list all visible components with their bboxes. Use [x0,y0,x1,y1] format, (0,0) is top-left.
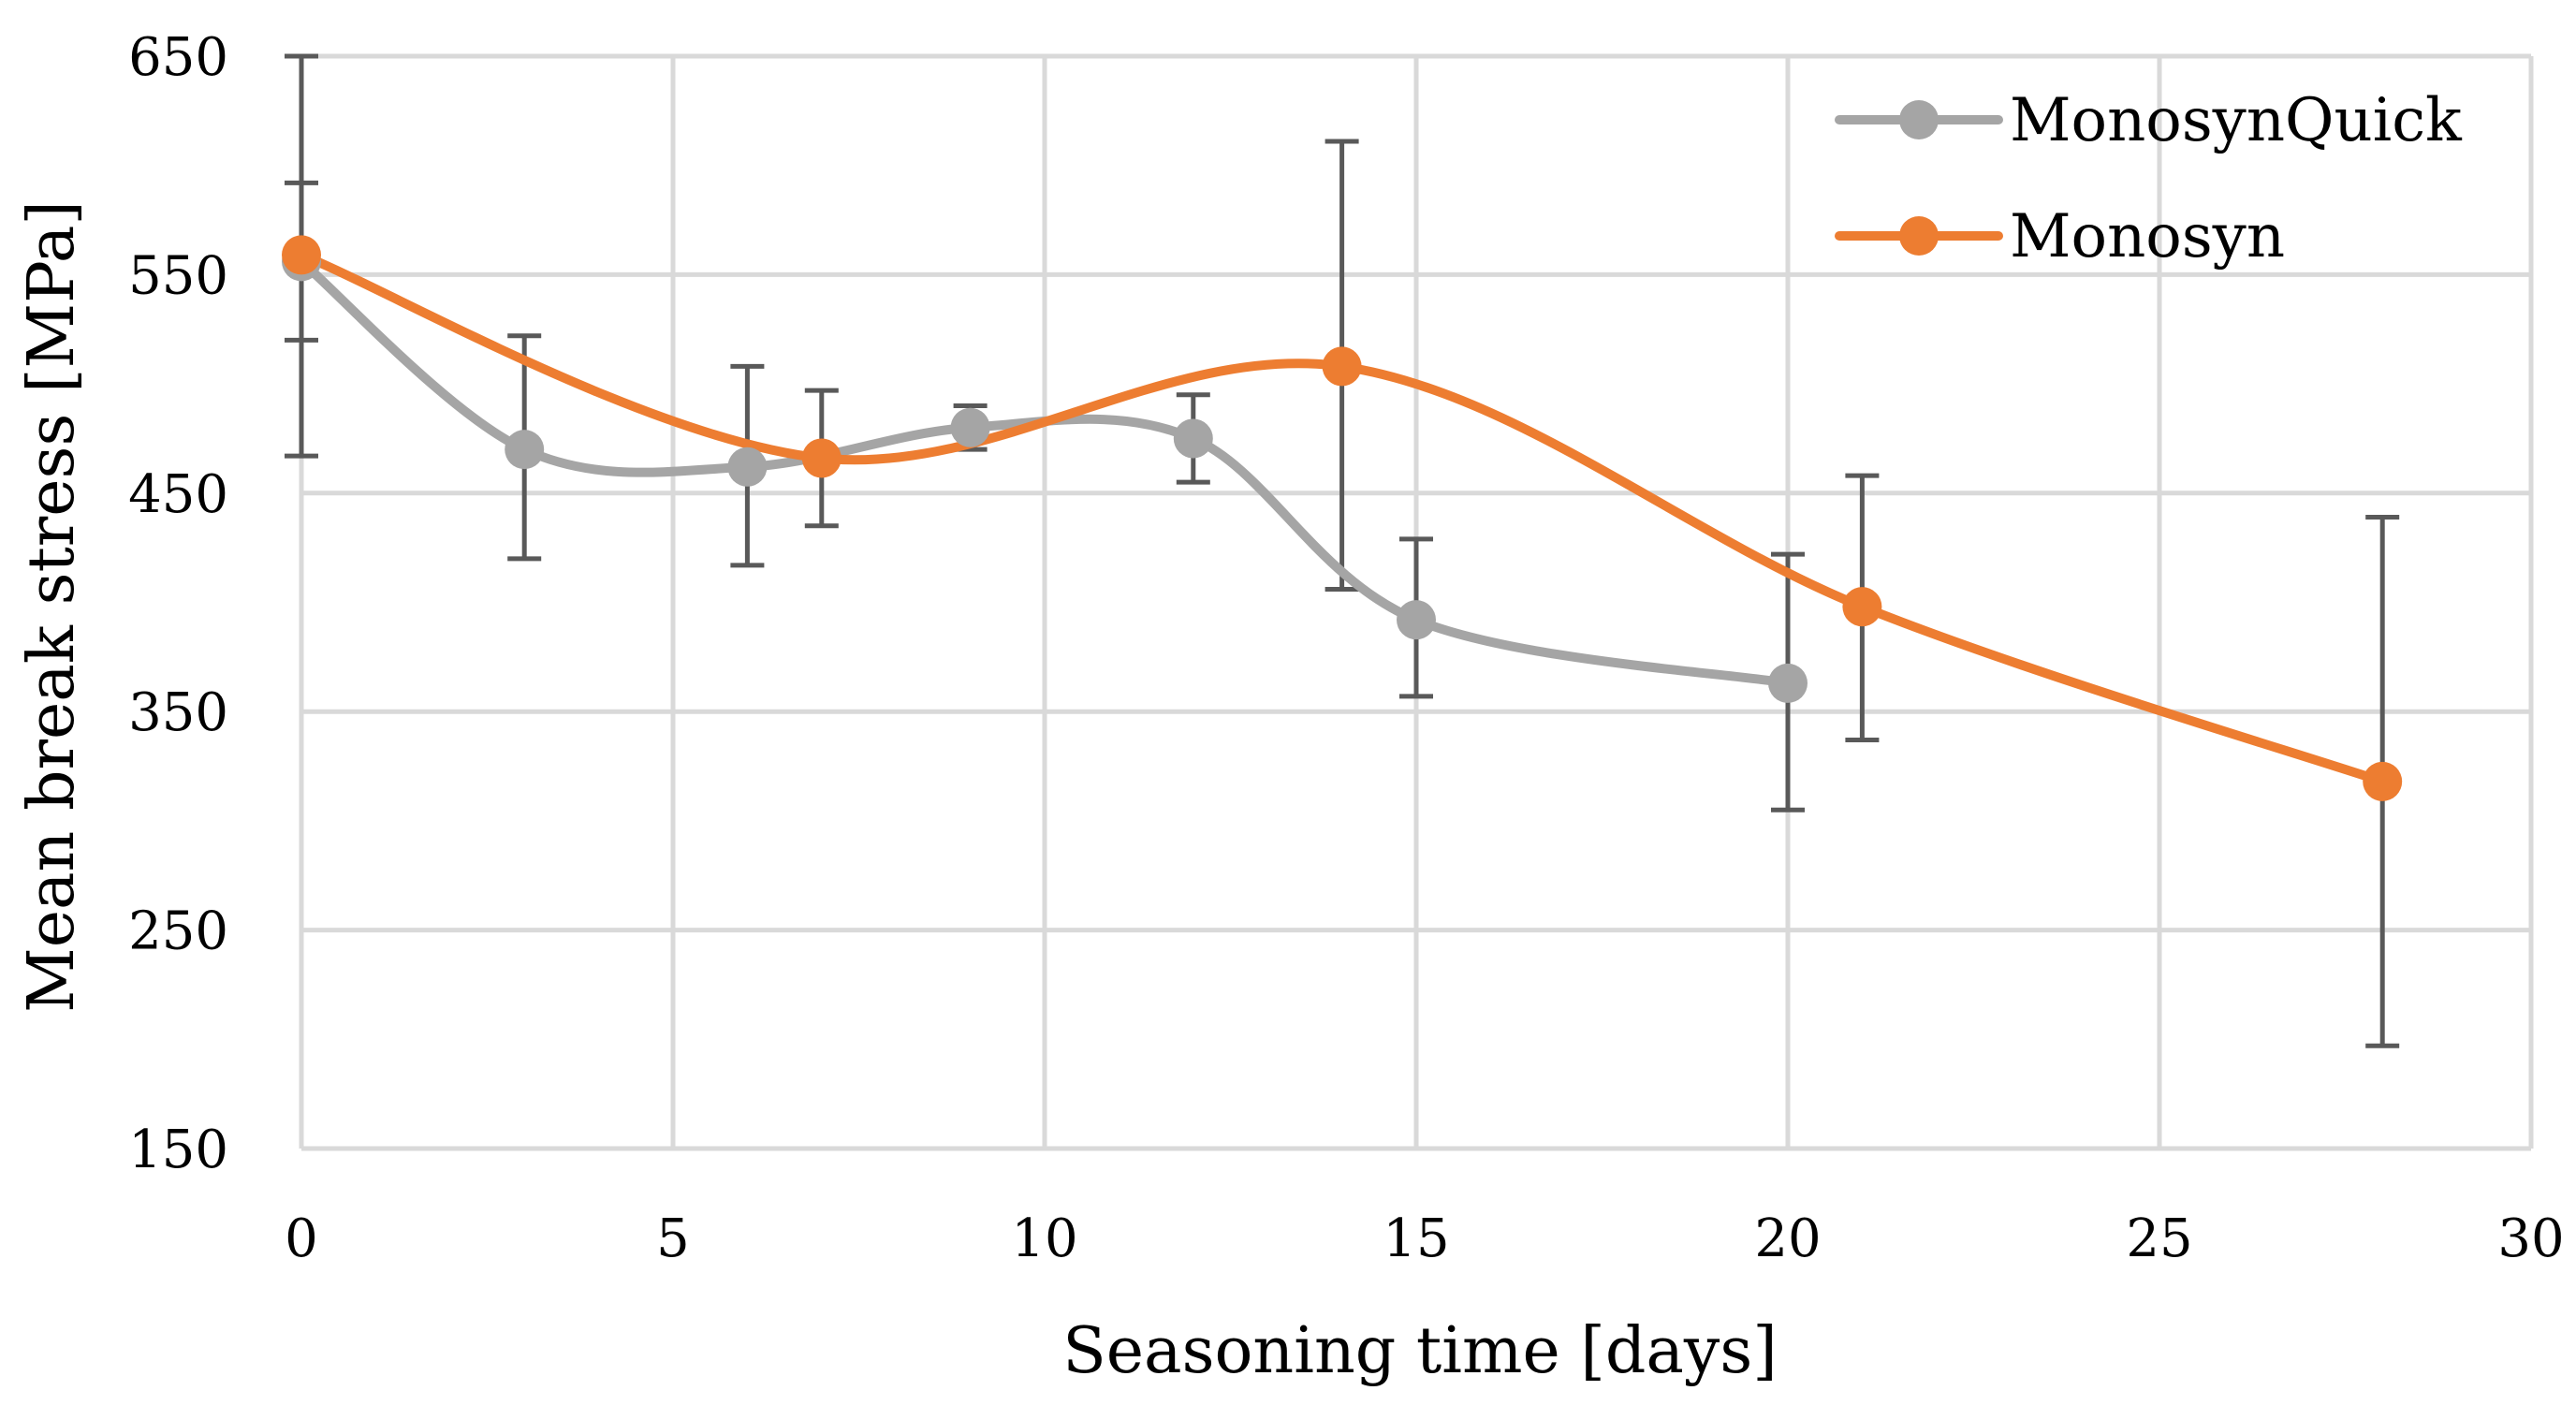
y-tick-label-450: 450 [128,464,228,525]
x-tick-label-0: 0 [285,1208,318,1269]
x-tick-label-10: 10 [1011,1208,1077,1269]
data-points [282,235,2403,801]
y-tick-label-150: 150 [128,1120,228,1180]
point-monosynquick-12 [1173,418,1213,459]
point-monosyn-0 [282,235,321,275]
point-monosynquick-9 [950,407,990,447]
x-tick-label-20: 20 [1754,1208,1821,1269]
x-axis-title: Seasoning time [days] [1062,1314,1778,1388]
legend-label: MonosynQuick [2010,86,2463,155]
x-tick-label-25: 25 [2126,1208,2192,1269]
point-monosyn-21 [1842,587,1882,627]
x-tick-labels: 0 5 10 15 20 25 30 [285,1208,2564,1269]
y-tick-label-650: 650 [128,27,228,88]
point-monosyn-28 [2363,761,2403,801]
y-tick-labels: 150 250 350 450 550 650 [128,27,228,1180]
y-axis-title: Mean break stress [MPa] [15,200,89,1013]
grid [301,53,2534,1149]
legend: MonosynQuick Monosyn [1835,86,2463,271]
point-monosyn-7 [801,438,842,478]
point-monosynquick-15 [1397,600,1436,640]
point-monosynquick-20 [1768,663,1808,703]
legend-swatch-marker [1899,100,1939,139]
legend-entry-monosynquick: MonosynQuick [1835,86,2463,155]
x-tick-label-15: 15 [1383,1208,1449,1269]
y-tick-label-550: 550 [128,245,228,306]
y-tick-label-350: 350 [128,682,228,743]
legend-label: Monosyn [2010,202,2285,271]
x-tick-label-30: 30 [2497,1208,2564,1269]
y-tick-label-250: 250 [128,901,228,962]
legend-swatch-marker [1899,216,1939,256]
point-monosynquick-6 [727,446,768,487]
point-monosyn-14 [1322,346,1362,387]
x-tick-label-5: 5 [656,1208,690,1269]
legend-entry-monosyn: Monosyn [1835,202,2285,271]
point-monosynquick-3 [505,430,545,470]
